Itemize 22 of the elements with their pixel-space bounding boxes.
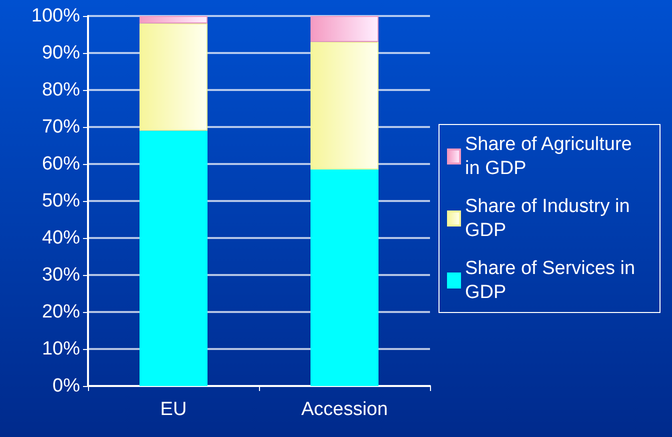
bar [310, 170, 378, 386]
y-tick-label: 70% [42, 116, 80, 138]
bar [310, 42, 378, 170]
y-tick-label: 0% [52, 376, 80, 396]
x-tick-label: EU [160, 399, 187, 420]
x-tick-label: Accession [301, 399, 388, 420]
y-tick-label: 30% [42, 264, 80, 286]
bar [140, 23, 208, 131]
bar [310, 16, 378, 42]
y-tick-label: 20% [42, 302, 80, 322]
y-tick-label: 100% [31, 6, 80, 26]
legend-label: Share of Agriculture in GDP [465, 134, 638, 179]
bar [140, 130, 208, 386]
y-tick-label: 40% [42, 228, 80, 248]
y-tick-label: 90% [42, 42, 80, 64]
legend-label: Share of Industry in GDP [465, 196, 636, 241]
legend-label: Share of Services in GDP [465, 258, 640, 303]
y-tick-label: 80% [42, 80, 80, 100]
y-tick-label: 50% [42, 190, 80, 212]
bar [140, 16, 208, 24]
y-tick-label: 10% [42, 338, 80, 360]
y-tick-label: 60% [42, 154, 80, 174]
